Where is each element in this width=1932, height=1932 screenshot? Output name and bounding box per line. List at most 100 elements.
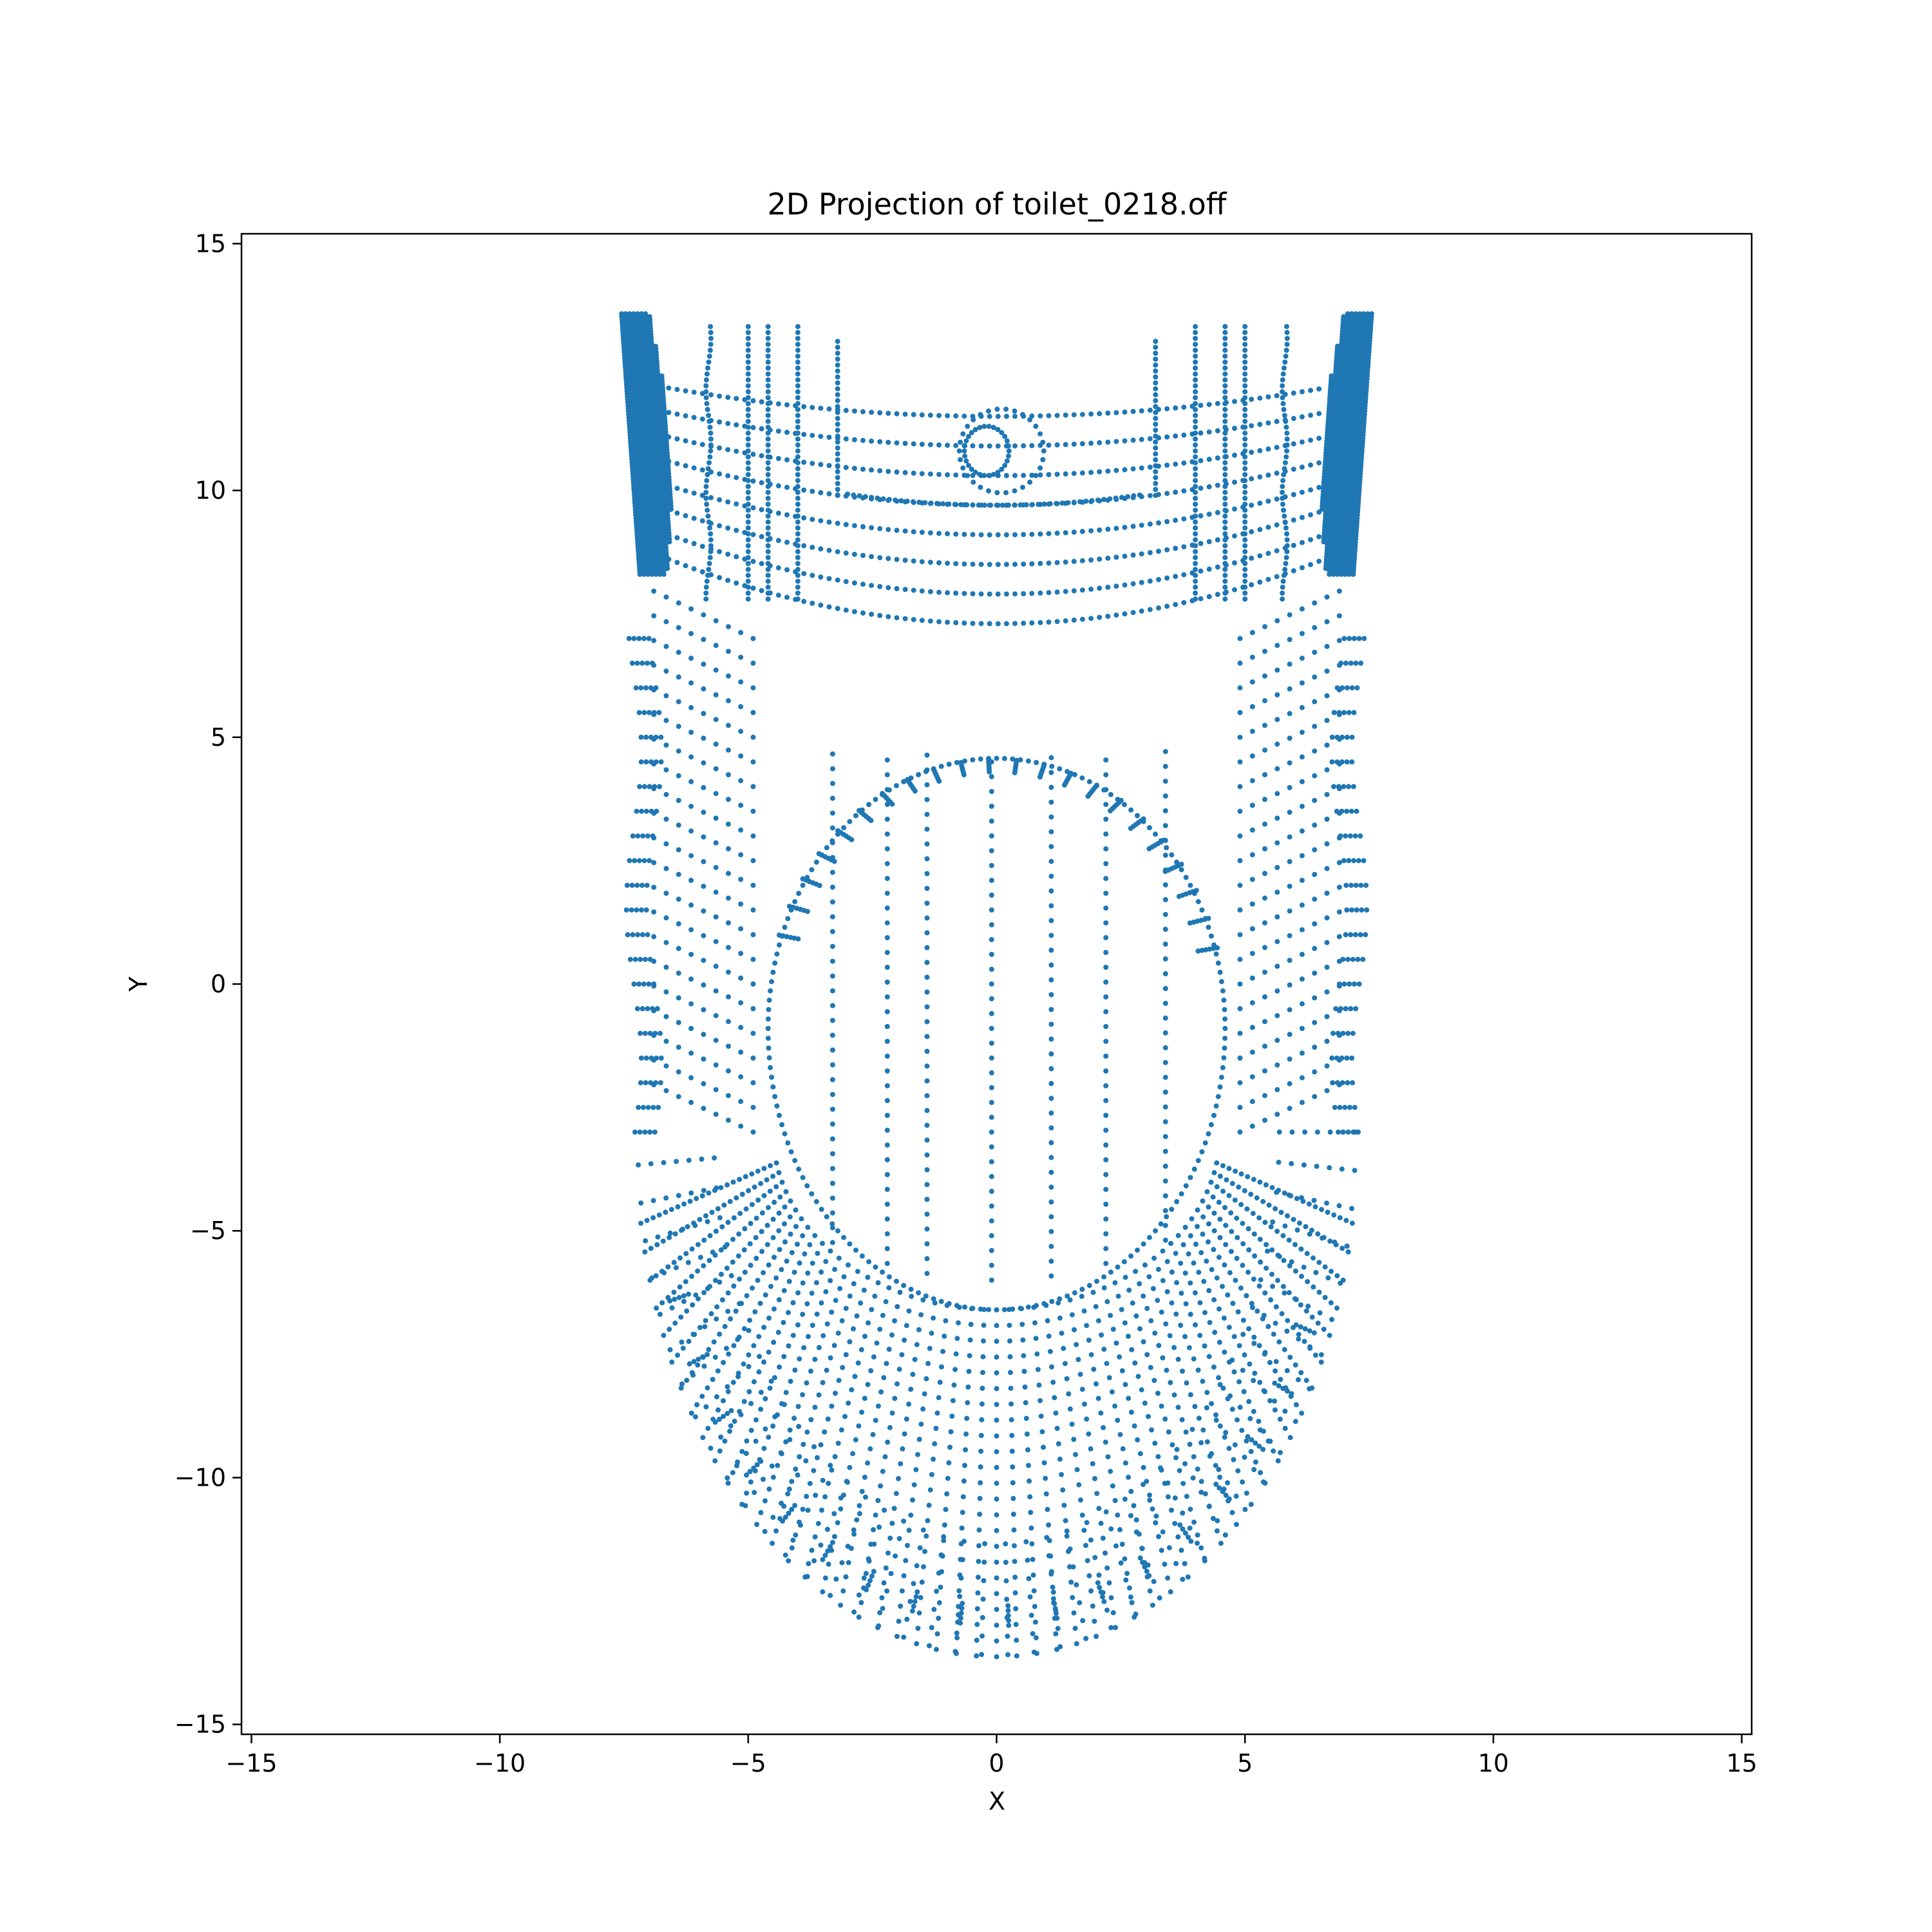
data-point xyxy=(1162,1416,1168,1422)
data-point xyxy=(1193,413,1198,419)
data-point xyxy=(1353,882,1359,888)
data-point xyxy=(989,1173,994,1179)
data-point xyxy=(658,1311,663,1317)
data-point xyxy=(1103,1039,1109,1044)
data-point xyxy=(1251,1378,1256,1383)
data-point xyxy=(1040,439,1046,445)
data-point xyxy=(1274,692,1280,697)
data-point xyxy=(900,1446,905,1452)
data-point xyxy=(745,354,751,359)
data-point xyxy=(818,602,824,608)
data-point xyxy=(1048,799,1054,805)
data-point xyxy=(911,617,916,623)
data-point xyxy=(765,554,771,560)
data-point xyxy=(835,410,840,415)
data-point xyxy=(884,1054,890,1059)
data-point xyxy=(1112,1498,1118,1503)
data-point xyxy=(1088,1537,1094,1543)
data-point xyxy=(765,519,771,525)
data-point xyxy=(636,981,642,987)
data-point xyxy=(1029,531,1035,537)
data-point xyxy=(922,1549,928,1555)
data-point xyxy=(972,427,978,432)
data-point xyxy=(907,1598,913,1604)
data-point xyxy=(936,1615,942,1621)
data-point xyxy=(1162,1178,1168,1184)
data-point xyxy=(717,393,723,399)
data-point xyxy=(693,1292,699,1298)
data-point xyxy=(745,489,751,495)
data-point xyxy=(1221,1055,1227,1061)
data-point xyxy=(1242,543,1248,549)
data-point xyxy=(1265,576,1271,582)
data-point xyxy=(1242,537,1248,543)
data-point xyxy=(929,1625,934,1631)
data-point xyxy=(1280,395,1285,401)
data-point xyxy=(784,512,790,518)
data-point xyxy=(1193,466,1198,471)
data-point xyxy=(818,1442,824,1448)
data-point xyxy=(835,339,840,345)
data-point xyxy=(1240,1332,1246,1337)
data-point xyxy=(639,932,645,938)
data-point xyxy=(736,1231,742,1237)
data-point xyxy=(1293,1402,1299,1408)
data-point xyxy=(1147,464,1153,470)
data-point xyxy=(924,767,930,773)
data-point xyxy=(764,1222,770,1228)
data-point xyxy=(795,336,800,341)
data-point xyxy=(1162,1074,1168,1080)
data-point xyxy=(989,819,994,824)
data-point xyxy=(826,604,832,610)
data-point xyxy=(799,1216,804,1222)
data-point xyxy=(676,847,681,853)
data-point xyxy=(927,412,933,418)
data-point xyxy=(1228,1210,1234,1216)
data-point xyxy=(924,915,930,921)
data-point xyxy=(650,1198,656,1204)
data-point xyxy=(765,502,771,507)
data-point xyxy=(981,1578,987,1584)
data-point xyxy=(1266,1202,1272,1208)
data-point xyxy=(1092,1618,1097,1624)
data-point xyxy=(1325,1209,1331,1215)
data-point xyxy=(1115,1512,1121,1518)
data-point xyxy=(1159,1403,1164,1409)
data-point xyxy=(994,1417,999,1423)
data-point xyxy=(770,1423,776,1429)
data-point xyxy=(706,561,712,566)
data-point xyxy=(924,1152,930,1158)
data-point xyxy=(1222,330,1228,336)
data-point xyxy=(1291,415,1296,421)
data-point xyxy=(745,561,751,566)
data-point xyxy=(800,1175,806,1180)
data-point xyxy=(958,457,963,462)
data-point xyxy=(1223,1242,1229,1247)
data-point xyxy=(708,442,714,448)
data-point xyxy=(877,1610,883,1616)
data-point xyxy=(918,1312,924,1318)
data-point xyxy=(886,556,891,562)
data-point xyxy=(1214,1160,1220,1166)
data-point xyxy=(902,1431,907,1437)
data-point xyxy=(713,1013,719,1019)
data-point xyxy=(812,1405,818,1410)
data-point xyxy=(1159,1467,1164,1473)
data-point xyxy=(829,1166,835,1171)
data-point xyxy=(1084,1520,1090,1526)
data-point xyxy=(1037,620,1043,625)
data-point xyxy=(1249,529,1255,535)
data-point xyxy=(860,582,866,587)
data-point xyxy=(786,1486,792,1492)
data-point xyxy=(651,588,657,594)
data-point xyxy=(701,760,706,766)
data-point xyxy=(1129,1600,1135,1605)
data-point xyxy=(1289,1129,1295,1135)
data-point xyxy=(884,935,890,940)
data-point xyxy=(1088,616,1094,621)
data-point xyxy=(1324,643,1330,649)
data-point xyxy=(1094,1278,1099,1284)
data-point xyxy=(863,1494,868,1500)
data-point xyxy=(648,1161,654,1167)
data-point xyxy=(1153,463,1159,469)
